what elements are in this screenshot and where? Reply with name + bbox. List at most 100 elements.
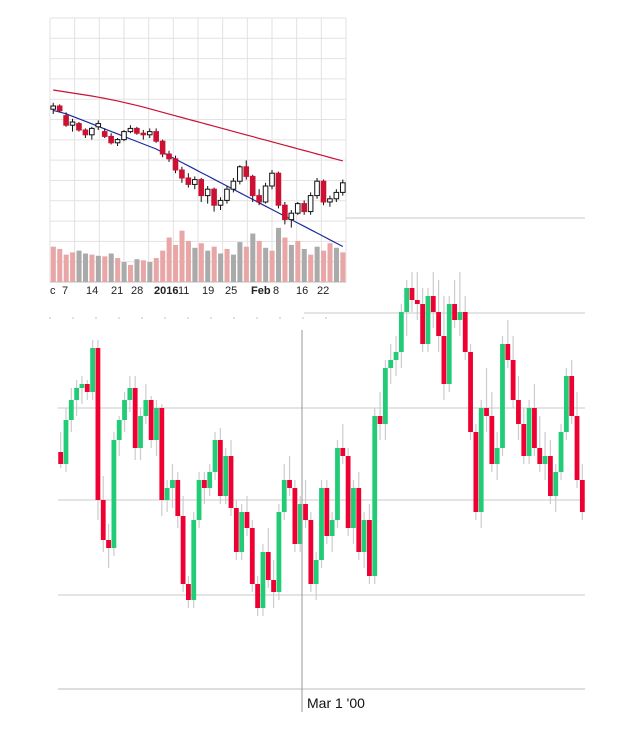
- candle: [239, 504, 245, 560]
- candle: [478, 400, 484, 528]
- candle-body: [569, 376, 575, 416]
- candle: [255, 576, 261, 616]
- candle: [237, 165, 243, 185]
- tick-label: 7: [62, 285, 68, 297]
- tick-label: 22: [317, 285, 329, 297]
- candle: [398, 304, 404, 368]
- candle: [372, 408, 378, 584]
- candle-body: [281, 480, 287, 512]
- candle-body: [143, 400, 149, 416]
- candle: [170, 464, 175, 508]
- tick-dot: [95, 317, 97, 319]
- candle-body: [547, 456, 553, 496]
- crosshair-label: Mar 1 '00: [307, 695, 365, 711]
- candle: [76, 122, 82, 132]
- candle: [223, 448, 229, 504]
- candle-body: [425, 296, 431, 344]
- candle-body: [404, 288, 410, 312]
- volume-bar: [314, 246, 320, 282]
- candle: [101, 128, 108, 138]
- candle: [114, 138, 121, 146]
- candle-body: [69, 121, 76, 126]
- candle: [95, 340, 101, 520]
- candle: [462, 296, 468, 360]
- volume-bar: [256, 240, 262, 282]
- candle: [166, 150, 172, 162]
- volume-bar: [115, 258, 121, 282]
- candle: [452, 280, 457, 328]
- volume-bar: [327, 243, 333, 282]
- candle: [333, 189, 340, 202]
- volume-bar: [237, 242, 243, 282]
- candle-body: [201, 480, 207, 488]
- candle: [276, 504, 282, 600]
- candle: [420, 288, 426, 352]
- volume-bar: [282, 237, 288, 282]
- candle-body: [282, 204, 288, 221]
- candle-body: [179, 169, 185, 179]
- tick-dot: [325, 317, 327, 319]
- candle-body: [153, 131, 159, 142]
- candle: [134, 126, 140, 135]
- candle: [186, 576, 191, 608]
- candle-body: [256, 195, 262, 203]
- candle-body: [95, 348, 101, 500]
- candle: [228, 440, 234, 516]
- tick-dot: [233, 317, 235, 319]
- candle: [159, 404, 165, 516]
- candle: [132, 376, 138, 460]
- candle: [553, 464, 559, 512]
- tick-label: c: [50, 285, 56, 297]
- candle-body: [409, 288, 415, 300]
- volume-bar: [147, 262, 153, 282]
- candle-body: [114, 139, 121, 144]
- candle-body: [228, 456, 234, 508]
- candle-body: [111, 440, 117, 548]
- candle: [542, 432, 548, 480]
- candle-body: [329, 520, 335, 536]
- candle-body: [191, 520, 197, 600]
- candle: [314, 178, 320, 199]
- candle-body: [243, 166, 250, 177]
- candle-body: [100, 500, 106, 540]
- candle: [425, 288, 431, 352]
- volume-bar: [218, 253, 224, 282]
- candle: [414, 272, 420, 320]
- candle-body: [204, 188, 211, 197]
- candle: [191, 176, 198, 190]
- candle: [106, 524, 111, 568]
- volume-bar: [295, 240, 301, 282]
- volume-bar: [50, 246, 56, 282]
- candle-body: [367, 520, 372, 576]
- candle-body: [175, 480, 181, 516]
- candle-body: [265, 552, 271, 580]
- candle: [116, 416, 122, 456]
- candle: [329, 512, 335, 552]
- tick-dot: [72, 317, 74, 319]
- candle: [494, 432, 500, 480]
- candle-body: [563, 376, 569, 432]
- candle-body: [393, 352, 399, 360]
- tick-label: 11: [178, 285, 189, 297]
- candle-body: [356, 488, 362, 552]
- candle-body: [138, 416, 143, 448]
- candle: [468, 344, 473, 440]
- candle: [510, 336, 516, 408]
- candle: [154, 400, 159, 456]
- candle: [138, 408, 143, 460]
- candle-body: [303, 504, 308, 520]
- volume-bar: [57, 248, 63, 282]
- candle: [148, 396, 154, 448]
- candle-body: [211, 188, 217, 206]
- tick-label: 16: [296, 285, 308, 297]
- volume-bar: [263, 247, 269, 282]
- candle-body: [90, 348, 96, 392]
- candle-body: [217, 440, 223, 496]
- candle: [233, 500, 239, 560]
- candle: [127, 125, 134, 134]
- candle: [558, 424, 564, 480]
- candle: [574, 392, 580, 488]
- candle: [409, 272, 415, 312]
- candle-body: [249, 175, 256, 197]
- candle: [262, 182, 269, 204]
